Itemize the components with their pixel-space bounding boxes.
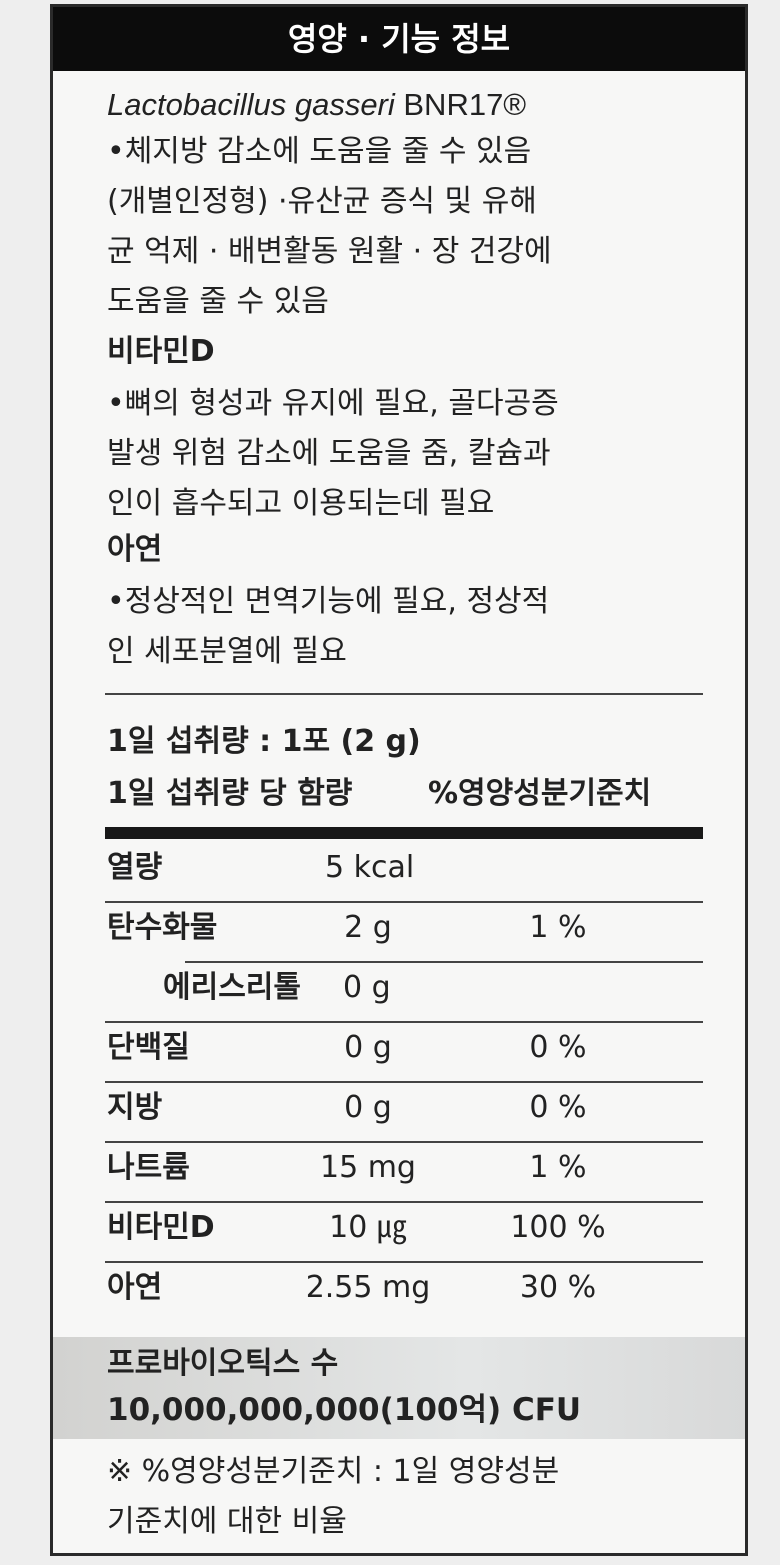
nutrient-amount: 0 g	[344, 1030, 392, 1065]
nutrient-name: 나트륨	[107, 1150, 190, 1185]
nutrient-amount: 2 g	[344, 910, 392, 945]
amount-column-header: 1일 섭취량 당 함량	[107, 776, 353, 811]
nutrient-dv: 0 %	[529, 1030, 587, 1065]
nutrient-dv: 100 %	[510, 1210, 606, 1245]
ingredient-desc-line: 발생 위험 감소에 도움을 줌, 칼슘과	[107, 436, 551, 471]
species-name: Lactobacillus gasseri	[107, 87, 395, 122]
probiotics-band: 프로바이오틱스 수 10,000,000,000(100억) CFU	[53, 1337, 745, 1439]
nutrient-dv: 1 %	[529, 910, 587, 945]
nutrient-amount: 15 mg	[320, 1150, 416, 1185]
thick-divider	[105, 827, 703, 839]
nutrient-name: 비타민D	[107, 1210, 215, 1245]
daily-intake: 1일 섭취량 : 1포 (2 g)	[107, 724, 421, 759]
nutrient-dv: 30 %	[519, 1270, 597, 1305]
ingredient-desc-line: 인 세포분열에 필요	[107, 634, 347, 669]
ingredient-desc-line: •체지방 감소에 도움을 줄 수 있음	[107, 134, 532, 169]
divider	[105, 693, 703, 695]
nutrient-amount: 0 g	[343, 970, 391, 1005]
ingredient-desc-line: 인이 흡수되고 이용되는데 필요	[107, 486, 495, 521]
ingredient-desc-line: (개별인정형) ·유산균 증식 및 유해	[107, 184, 537, 219]
footnote-line: ※ %영양성분기준치 : 1일 영양성분	[107, 1454, 560, 1489]
ingredient-desc-line: •뼈의 형성과 유지에 필요, 골다공증	[107, 386, 559, 421]
ingredient-desc-line: 균 억제 · 배변활동 원활 · 장 건강에	[107, 234, 552, 269]
row-divider	[105, 1081, 703, 1083]
nutrient-name: 단백질	[107, 1030, 190, 1065]
nutrient-amount: 5 kcal	[325, 850, 415, 885]
nutrient-name: 에리스리톨	[163, 970, 301, 1005]
nutrient-amount: 2.55 mg	[305, 1270, 431, 1305]
row-divider	[105, 1261, 703, 1263]
nutrition-label: 영양 · 기능 정보 Lactobacillus gasseri BNR17® …	[50, 4, 748, 1556]
nutrient-dv: 0 %	[529, 1090, 587, 1125]
nutrient-name: 지방	[107, 1090, 163, 1125]
nutrient-amount: 0 g	[344, 1090, 392, 1125]
nutrient-dv: 1 %	[529, 1150, 587, 1185]
nutrient-name: 아연	[107, 1270, 163, 1305]
nutrient-name: 탄수화물	[107, 910, 218, 945]
probiotics-label: 프로바이오틱스 수	[107, 1346, 339, 1381]
row-divider	[105, 901, 703, 903]
ingredient-desc-line: 도움을 줄 수 있음	[107, 284, 329, 319]
nutrient-name: 열량	[107, 850, 163, 885]
row-divider	[105, 1141, 703, 1143]
row-divider	[105, 1201, 703, 1203]
ingredient-desc-line: •정상적인 면역기능에 필요, 정상적	[107, 584, 550, 619]
nutrient-amount: 10 ㎍	[329, 1210, 407, 1245]
strain-name: BNR17®	[394, 87, 527, 122]
label-title: 영양 · 기능 정보	[53, 7, 745, 71]
ingredient-name-zinc: 아연	[107, 532, 163, 567]
row-divider	[105, 1021, 703, 1023]
ingredient-name-lactobacillus: Lactobacillus gasseri BNR17®	[107, 89, 526, 120]
dv-column-header: %영양성분기준치	[428, 776, 652, 811]
row-divider	[185, 961, 703, 963]
ingredient-name-vitamin-d: 비타민D	[107, 334, 215, 369]
footnote-line: 기준치에 대한 비율	[107, 1504, 347, 1539]
probiotics-count: 10,000,000,000(100억) CFU	[107, 1392, 582, 1428]
